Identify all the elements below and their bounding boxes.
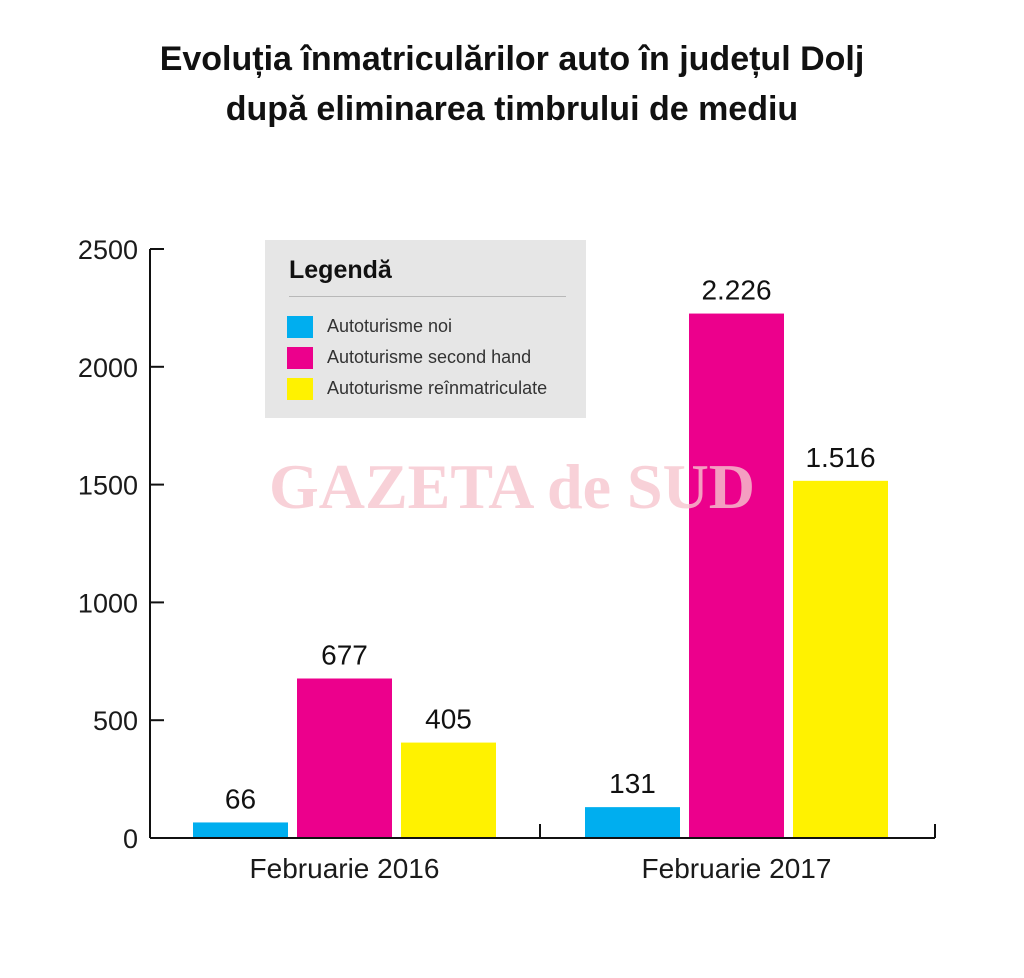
bars-group bbox=[193, 313, 888, 838]
legend-swatch-new-cars bbox=[287, 316, 313, 338]
legend-swatch-re-registered bbox=[287, 378, 313, 400]
legend-label-new-cars: Autoturisme noi bbox=[327, 316, 453, 336]
chart-title-line-1: Evoluția înmatriculărilor auto în județu… bbox=[159, 40, 865, 78]
y-tick-label-1500: 1500 bbox=[78, 471, 138, 501]
y-tick-label-1000: 1000 bbox=[78, 588, 138, 618]
bar-2-1 bbox=[585, 807, 680, 838]
y-tick-label-2500: 2500 bbox=[78, 235, 138, 265]
chart-title-line-2: după eliminarea timbrului de mediu bbox=[225, 90, 799, 128]
y-tick-label-500: 500 bbox=[93, 706, 138, 736]
value-label-1-1: 66 bbox=[225, 783, 256, 814]
legend-divider bbox=[289, 296, 566, 297]
legend: Legendă Autoturisme noi Autoturisme seco… bbox=[265, 240, 586, 418]
category-label-1: Februarie 2016 bbox=[250, 853, 440, 884]
labels-group: 66 677 405 Februarie 2016 131 2.226 1.516 Febru… bbox=[78, 235, 876, 884]
legend-swatch-second-hand bbox=[287, 347, 313, 369]
legend-label-second-hand: Autoturisme second hand bbox=[327, 347, 532, 367]
y-tick-label-0: 0 bbox=[123, 824, 138, 854]
value-label-2-2: 2.226 bbox=[701, 275, 771, 306]
bar-1-1 bbox=[193, 822, 288, 838]
watermark: GAZETA de SUD bbox=[269, 451, 755, 522]
bar-2-2 bbox=[689, 313, 784, 838]
value-label-1-3: 405 bbox=[425, 704, 472, 735]
bar-1-2 bbox=[297, 678, 392, 838]
category-label-2: Februarie 2017 bbox=[642, 853, 832, 884]
bar-2-3 bbox=[793, 480, 888, 838]
chart-title: Evoluția înmatriculărilor auto în județu… bbox=[0, 34, 1024, 134]
legend-label-re-registered: Autoturisme reînmatriculate bbox=[327, 378, 548, 398]
y-tick-label-2000: 2000 bbox=[78, 353, 138, 383]
value-label-1-2: 677 bbox=[321, 639, 368, 670]
axes-group bbox=[149, 248, 936, 839]
value-label-2-1: 131 bbox=[609, 768, 656, 799]
legend-title: Legendă bbox=[289, 256, 392, 284]
value-label-2-3: 1.516 bbox=[805, 442, 875, 473]
bar-1-3 bbox=[401, 742, 496, 838]
